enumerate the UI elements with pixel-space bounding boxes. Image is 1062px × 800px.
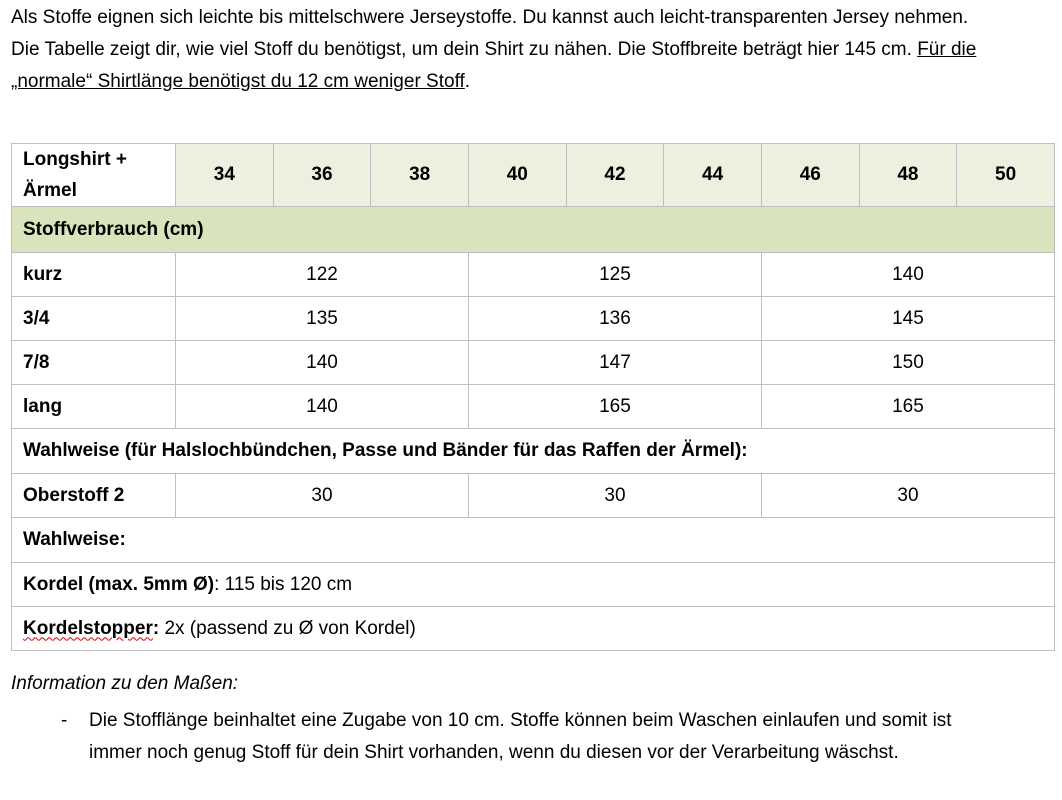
cell-value: 125 [467,252,762,297]
size-header: 36 [272,143,372,207]
optional-heading-row: Wahlweise (für Halslochbündchen, Passe u… [11,428,1055,474]
cell-value: 122 [175,252,469,297]
cell-value: 30 [175,473,469,518]
stopper-row: Kordelstopper: 2x (passend zu Ø von Kord… [11,606,1055,651]
intro-paragraph-2: Die Tabelle zeigt dir, wie viel Stoff du… [11,34,1051,98]
table-row: kurz 122 125 140 [11,252,1056,297]
intro-text-part: Die Tabelle zeigt dir, wie viel Stoff du… [11,39,918,60]
kordel-row: Kordel (max. 5mm Ø): 115 bis 120 cm [11,562,1055,607]
cell-value: 150 [760,340,1056,385]
size-header: 48 [858,143,958,207]
underlined-note: Für die „normale“ Shirtlänge benötigst d… [11,39,977,92]
stopper-colon: : [152,617,160,639]
bullet-text-content: Die Stofflänge beinhaltet eine Zugabe vo… [89,710,952,763]
cell-value: 136 [467,296,762,341]
stopper-value: 2x (passend zu Ø von Kordel) [159,617,416,639]
info-heading: Information zu den Maßen: [11,673,239,694]
optional2-row: Wahlweise: [11,517,1055,563]
cell-value: 165 [467,384,762,429]
cell-value: 140 [175,340,469,385]
row-label: lang [11,384,176,429]
size-header: 34 [175,143,274,207]
fabric-table: Longshirt + Ärmel 34 36 38 40 42 44 46 48… [11,143,1056,651]
intro-text: Als Stoffe eignen sich leichte bis mitte… [11,2,1051,98]
intro-period: . [464,71,471,92]
table-row: 7/8 140 147 150 [11,340,1056,385]
stopper-label: Kordelstopper [23,617,153,639]
size-header: 50 [956,143,1055,207]
oberstoff-row: Oberstoff 2 30 30 30 [11,473,1056,518]
size-header-row: Longshirt + Ärmel 34 36 38 40 42 44 46 48… [11,143,1055,207]
stopper-cell: Kordelstopper: 2x (passend zu Ø von Kord… [11,606,1055,651]
row-label: 7/8 [11,340,176,385]
cell-value: 140 [175,384,469,429]
cell-value: 30 [467,473,762,518]
optional2-heading: Wahlweise: [11,517,1055,563]
cell-value: 135 [175,296,469,341]
row-label: kurz [11,252,176,297]
row-label: 3/4 [11,296,176,341]
cell-value: 140 [760,252,1056,297]
kordel-label: Kordel (max. 5mm Ø) [23,573,215,595]
row-label: Oberstoff 2 [11,473,176,518]
size-header: 38 [370,143,469,207]
size-header: 46 [760,143,860,207]
corner-cell: Longshirt + Ärmel [11,143,176,207]
table-row: lang 140 165 165 [11,384,1056,429]
bullet-marker: - [61,710,68,731]
cell-value: 147 [467,340,762,385]
corner-line-1: Longshirt + [23,149,127,170]
size-header: 42 [565,143,665,207]
section-row: Stoffverbrauch (cm) [11,206,1055,253]
kordel-cell: Kordel (max. 5mm Ø): 115 bis 120 cm [11,562,1055,607]
bullet-text: Die Stofflänge beinhaltet eine Zugabe vo… [89,705,989,769]
section-label: Stoffverbrauch (cm) [11,206,1055,253]
corner-line-2: Ärmel [23,180,77,201]
optional-heading: Wahlweise (für Halslochbündchen, Passe u… [11,428,1055,474]
cell-value: 145 [760,296,1056,341]
table-row: 3/4 135 136 145 [11,296,1056,341]
size-header: 44 [663,143,762,207]
kordel-value: : 115 bis 120 cm [214,573,353,595]
cell-value: 30 [760,473,1056,518]
cell-value: 165 [760,384,1056,429]
intro-paragraph-1: Als Stoffe eignen sich leichte bis mitte… [11,7,969,28]
size-header: 40 [467,143,567,207]
